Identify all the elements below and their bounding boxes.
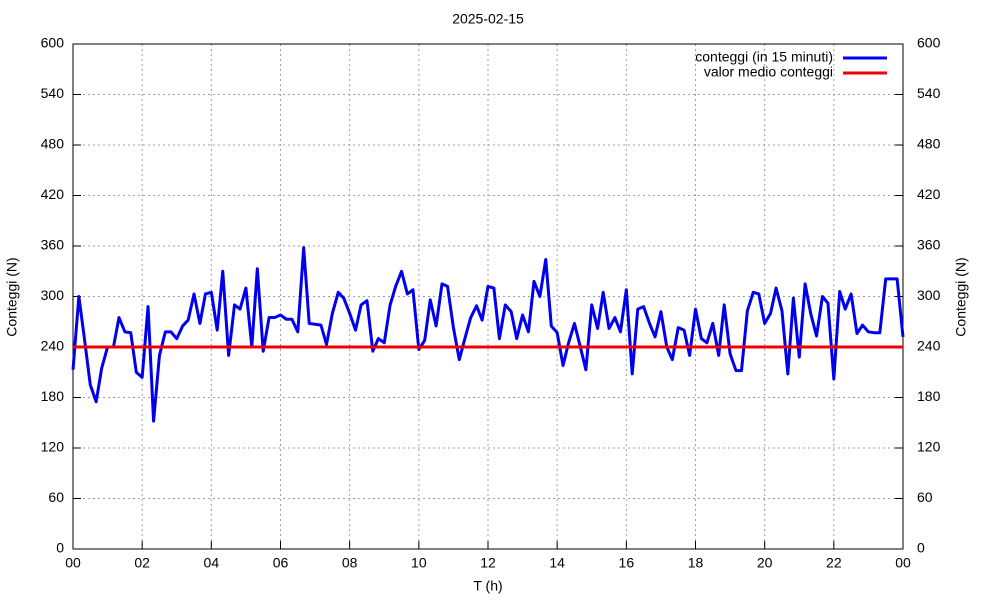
y-tick-label: 240 [41, 338, 65, 354]
y-tick-label: 360 [41, 237, 65, 253]
y-tick-label: 60 [48, 489, 64, 505]
y-tick-label: 480 [41, 136, 65, 152]
y-tick-label: 540 [41, 85, 65, 101]
y-tick-label: 0 [56, 540, 64, 556]
x-tick-label: 06 [273, 555, 289, 571]
y2-tick-label: 360 [917, 237, 941, 253]
y-tick-label: 600 [41, 35, 65, 51]
x-tick-label: 12 [480, 555, 496, 571]
y2-tick-label: 60 [917, 489, 933, 505]
y2-tick-label: 240 [917, 338, 941, 354]
x-tick-label: 20 [757, 555, 773, 571]
data-line [71, 246, 905, 423]
y2-axis-label: Conteggi (N) [953, 257, 969, 336]
chart-title: 2025-02-15 [452, 11, 524, 27]
x-tick-label: 02 [134, 555, 150, 571]
y-tick-label: 120 [41, 439, 65, 455]
x-tick-label: 22 [826, 555, 842, 571]
x-tick-label: 14 [549, 555, 565, 571]
y2-tick-label: 600 [917, 35, 941, 51]
x-tick-label: 00 [895, 555, 911, 571]
y2-tick-label: 0 [917, 540, 925, 556]
x-tick-label: 18 [688, 555, 704, 571]
legend-label: conteggi (in 15 minuti) [695, 49, 833, 65]
y2-tick-label: 420 [917, 186, 941, 202]
plot-border [72, 43, 904, 550]
y-tick-label: 180 [41, 388, 65, 404]
x-tick-label: 04 [204, 555, 220, 571]
x-tick-label: 00 [65, 555, 81, 571]
legend-label: valor medio conteggi [704, 64, 833, 80]
y2-tick-label: 540 [917, 85, 941, 101]
y-tick-label: 420 [41, 186, 65, 202]
y2-tick-label: 300 [917, 287, 941, 303]
y2-tick-label: 480 [917, 136, 941, 152]
y2-tick-label: 120 [917, 439, 941, 455]
y-axis-label: Conteggi (N) [4, 257, 20, 336]
x-axis-label: T (h) [473, 578, 502, 594]
y2-tick-label: 180 [917, 388, 941, 404]
x-tick-label: 10 [411, 555, 427, 571]
x-tick-label: 08 [342, 555, 358, 571]
y-tick-label: 300 [41, 287, 65, 303]
x-tick-label: 16 [619, 555, 635, 571]
